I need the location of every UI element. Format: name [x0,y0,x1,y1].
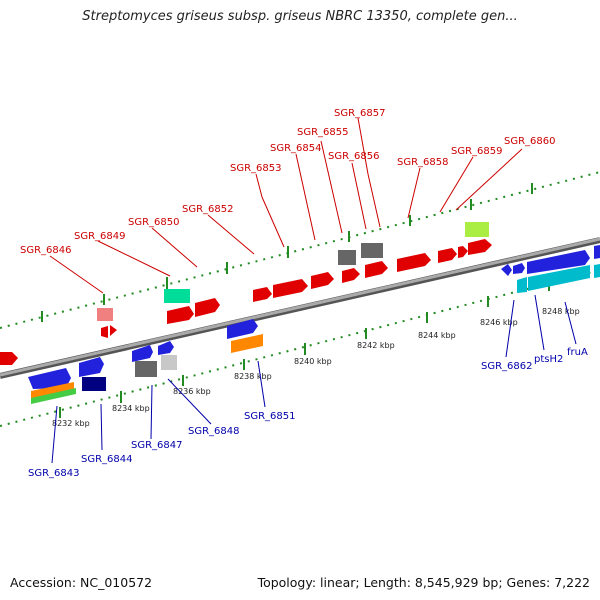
gene-box[interactable] [465,222,489,237]
gene-arrow[interactable] [132,345,153,362]
gene-box[interactable] [97,308,113,321]
tick-label: 8242 kbp [357,341,395,350]
gene-label: SGR_6853 [230,163,282,174]
gene-arrow[interactable] [0,352,18,365]
gene-label: SGR_6847 [131,440,183,451]
tick-label: 8244 kbp [418,331,456,340]
gene-arrow[interactable] [513,263,525,274]
gene-box[interactable] [594,264,600,278]
gene-box[interactable] [135,361,157,377]
gene-box[interactable] [361,243,383,258]
gene-arrow[interactable] [227,319,258,339]
gene-arrow[interactable] [311,272,334,289]
tick-label: 8236 kbp [173,387,211,396]
tick-label: 8240 kbp [294,357,332,366]
gene-arrow[interactable] [28,368,71,389]
gene-label: SGR_6857 [334,108,386,119]
gene-arrow[interactable] [273,279,308,298]
gene-arrow[interactable] [501,264,512,276]
gene-arrow[interactable] [342,268,360,283]
gene-label: SGR_6850 [128,217,180,228]
map-title: Streptomyces griseus subsp. griseus NBRC… [82,9,518,24]
forward-gene-features[interactable] [0,222,492,365]
gene-label: SGR_6852 [182,204,234,215]
gene-box[interactable] [82,377,106,391]
gene-label: SGR_6843 [28,468,80,479]
gene-label: SGR_6856 [328,151,380,162]
gene-arrow[interactable] [468,239,492,255]
accession-text: Accession: NC_010572 [10,575,153,590]
gene-box[interactable] [338,250,356,265]
gene-label: SGR_6860 [504,136,556,147]
gene-label: SGR_6849 [74,231,126,242]
gene-arrow[interactable] [458,246,468,258]
reverse-gene-labels: SGR_6843 SGR_6844 SGR_6847 SGR_6848 SGR_… [28,347,588,479]
genome-backbone [0,237,600,379]
gene-arrow[interactable] [158,341,174,355]
gene-arrow[interactable] [438,248,457,263]
forward-gene-labels: SGR_6846 SGR_6849 SGR_6850 SGR_6852 SGR_… [20,108,556,256]
forward-leaders [49,117,523,294]
gene-arrow[interactable] [101,326,108,338]
gene-arrow[interactable] [365,261,388,278]
gene-label: SGR_6851 [244,411,296,422]
gene-box[interactable] [528,265,590,291]
gene-label: SGR_6846 [20,245,72,256]
gene-label: SGR_6848 [188,426,240,437]
gene-label: SGR_6859 [451,146,503,157]
gene-label: SGR_6854 [270,143,322,154]
gene-arrow[interactable] [167,306,194,324]
reverse-leaders [51,294,577,464]
tick-label: 8238 kbp [234,372,272,381]
gene-arrow[interactable] [79,357,104,377]
gene-box[interactable] [231,334,263,353]
gene-label: ptsH2 [534,354,563,365]
gene-arrow[interactable] [527,250,590,274]
gene-arrow[interactable] [110,325,117,336]
gene-arrow[interactable] [253,287,272,302]
gene-label: SGR_6844 [81,454,133,465]
tick-label: 8232 kbp [52,419,90,428]
gene-arrow[interactable] [195,298,220,317]
gene-box[interactable] [517,277,527,293]
upper-ticks [41,183,533,322]
gene-box[interactable] [161,355,177,370]
gene-label: SGR_6855 [297,127,349,138]
gene-arrow[interactable] [594,245,600,259]
gene-label: SGR_6862 [481,361,533,372]
gene-arrow[interactable] [397,253,431,272]
lower-ticks [59,280,550,418]
gene-box[interactable] [31,388,76,404]
reverse-gene-features[interactable] [28,245,600,404]
tick-label: 8248 kbp [542,307,580,316]
tick-label: 8234 kbp [112,404,150,413]
gene-label: SGR_6858 [397,157,449,168]
gene-box[interactable] [164,289,190,303]
tick-label: 8246 kbp [480,318,518,327]
tick-labels: 8232 kbp 8234 kbp 8236 kbp 8238 kbp 8240… [52,307,580,428]
gene-label: fruA [567,347,588,358]
genome-stats-text: Topology: linear; Length: 8,545,929 bp; … [257,575,590,590]
